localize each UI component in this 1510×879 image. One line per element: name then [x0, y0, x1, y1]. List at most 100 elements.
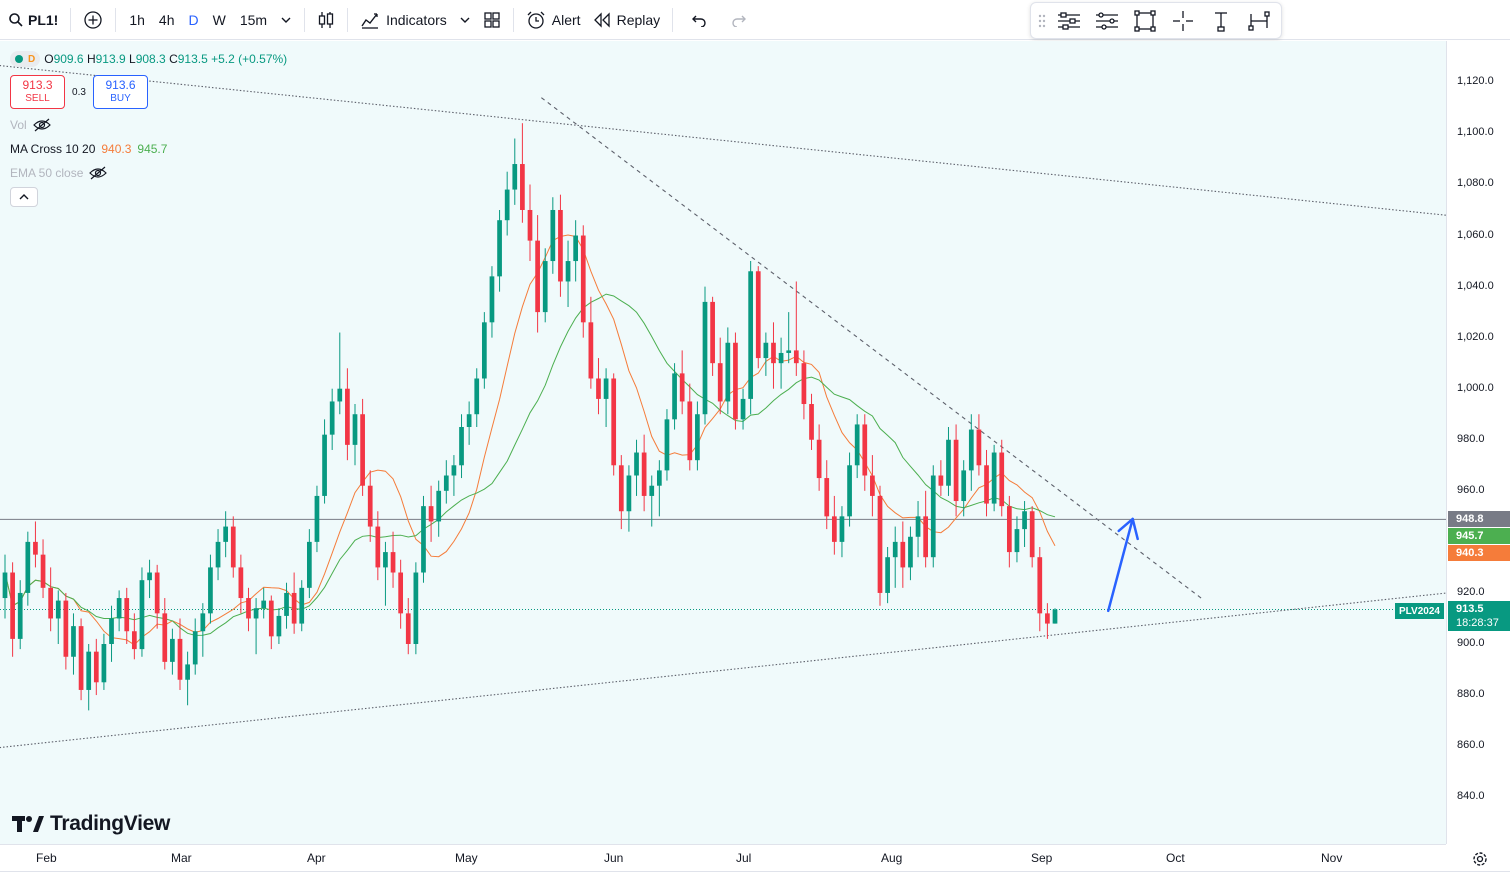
- candle-body: [611, 378, 617, 466]
- candle: [101, 633, 107, 690]
- candle: [337, 332, 343, 415]
- candle: [946, 426, 951, 496]
- candle: [1029, 506, 1035, 568]
- candle-body: [908, 536, 913, 568]
- sell-price: 913.3: [22, 78, 53, 92]
- lines-settings-icon: [1096, 11, 1118, 30]
- timeframe-w[interactable]: W: [212, 11, 226, 28]
- gear-icon[interactable]: [1470, 850, 1490, 868]
- text-anchor-tool-button[interactable]: [1203, 5, 1239, 37]
- candle-body: [801, 363, 807, 405]
- candle-body: [649, 485, 655, 496]
- candle: [131, 613, 137, 660]
- candle-body: [824, 478, 830, 517]
- crosshair-tool-button[interactable]: [1165, 5, 1201, 37]
- candle-body: [558, 209, 563, 282]
- range-tool-button[interactable]: [1241, 5, 1277, 37]
- candle: [1045, 603, 1050, 639]
- projection-arrow[interactable]: [1107, 517, 1139, 613]
- candle: [816, 424, 822, 491]
- layouts-button[interactable]: [477, 0, 507, 40]
- indicators-button[interactable]: Indicators: [354, 0, 453, 40]
- candle-body: [603, 378, 609, 399]
- candle-body: [687, 401, 693, 461]
- chart-legend: D O909.6 H913.9 L908.3 C913.5 +5.2 (+0.5…: [10, 50, 287, 207]
- indicators-dropdown[interactable]: [453, 0, 477, 40]
- candle-body: [147, 572, 152, 581]
- drawing-settings-button[interactable]: [1051, 5, 1087, 37]
- candle: [33, 521, 38, 568]
- collapse-legend-button[interactable]: [10, 187, 38, 207]
- symbol-search[interactable]: PL1!: [0, 0, 64, 40]
- chart-pane[interactable]: [0, 41, 1446, 844]
- last-price-value: 913.5: [1456, 602, 1484, 615]
- rectangle-tool-button[interactable]: [1127, 5, 1163, 37]
- candle: [284, 582, 289, 629]
- candle-body: [71, 626, 76, 657]
- timeframe-dropdown[interactable]: [274, 0, 298, 40]
- candle: [299, 580, 305, 632]
- trendline-1[interactable]: [0, 64, 1446, 222]
- search-icon: [9, 12, 23, 27]
- sell-button[interactable]: 913.3 SELL: [10, 75, 65, 109]
- candle-body: [580, 235, 586, 323]
- chart-type-button[interactable]: [311, 0, 341, 40]
- candle-body: [375, 526, 381, 568]
- price-axis[interactable]: 1,120.0 1,100.0 1,080.0 1,060.0 1,040.0 1,020…: [1446, 41, 1510, 844]
- candle-body: [131, 631, 137, 650]
- candle: [436, 480, 442, 537]
- timeframe-4h[interactable]: 4h: [158, 11, 175, 28]
- candle: [915, 501, 921, 558]
- price-tick-label: 1,000.0: [1457, 381, 1494, 394]
- candle: [375, 511, 381, 581]
- compare-symbol-button[interactable]: [77, 0, 109, 40]
- replay-button[interactable]: Replay: [587, 0, 667, 40]
- ma-slow-line: [4, 293, 1056, 636]
- buy-price: 913.6: [105, 78, 136, 92]
- ma-cross-indicator[interactable]: MA Cross 10 20 940.3 945.7: [10, 137, 287, 161]
- line-tools-button[interactable]: [1089, 5, 1125, 37]
- candle: [306, 529, 312, 599]
- candle: [208, 554, 213, 624]
- text-anchor-icon: [1215, 11, 1227, 32]
- market-status[interactable]: D: [10, 51, 41, 67]
- candle-body: [177, 638, 183, 680]
- candle: [291, 572, 297, 634]
- redo-button[interactable]: [719, 0, 759, 40]
- ema-indicator[interactable]: EMA 50 close: [10, 161, 287, 185]
- divider: [115, 7, 117, 32]
- eye-hidden-icon[interactable]: [32, 118, 51, 132]
- candle: [177, 618, 183, 690]
- timeframe-d[interactable]: D: [188, 11, 199, 28]
- drag-handle[interactable]: [1035, 11, 1049, 31]
- eye-hidden-icon[interactable]: [89, 166, 108, 180]
- tradingview-logo[interactable]: TradingView: [12, 812, 170, 836]
- candle: [535, 215, 540, 333]
- time-axis[interactable]: Feb Mar Apr May Jun Jul Aug Sep Oct Nov: [0, 844, 1446, 871]
- candle: [664, 409, 670, 481]
- buy-button[interactable]: 913.6 BUY: [93, 75, 148, 109]
- candle-body: [984, 465, 989, 504]
- trendline-2[interactable]: [541, 97, 1202, 599]
- candle-body: [991, 452, 997, 504]
- candle: [25, 531, 31, 606]
- time-tick-label: Feb: [36, 851, 57, 865]
- timeframe-15m[interactable]: 15m: [239, 11, 268, 28]
- divider: [672, 7, 674, 32]
- candle-body: [740, 398, 746, 420]
- ma-slow-price-tag: 945.7: [1448, 528, 1510, 545]
- price-chart[interactable]: [0, 41, 1446, 844]
- candle-body: [78, 626, 84, 690]
- undo-button[interactable]: [679, 0, 719, 40]
- timeframe-1h[interactable]: 1h: [129, 11, 145, 28]
- volume-indicator[interactable]: Vol: [10, 113, 287, 137]
- candle: [588, 296, 594, 389]
- alert-button[interactable]: Alert: [520, 0, 587, 40]
- candle-body: [10, 572, 15, 639]
- trendline-3[interactable]: [0, 585, 1446, 749]
- candle: [786, 312, 792, 364]
- candle-body: [299, 587, 305, 624]
- candle-body: [778, 352, 784, 364]
- candle: [170, 628, 175, 675]
- candle: [390, 531, 396, 588]
